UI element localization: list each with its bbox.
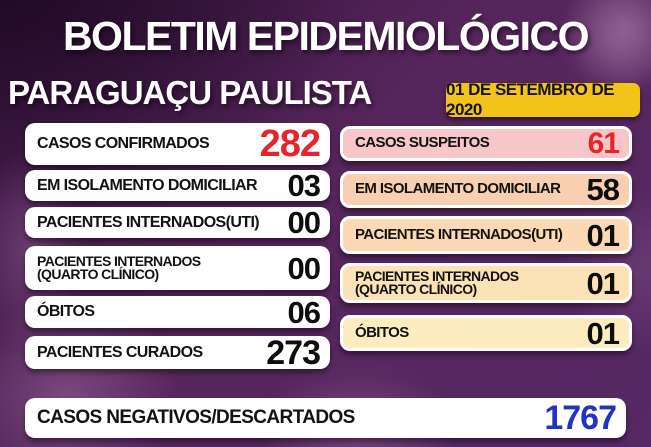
date-badge: 01 DE SETEMBRO DE 2020	[446, 80, 640, 119]
stat-row-isolamento-domiciliar-suspeitos: EM ISOLAMENTO DOMICILIAR 58	[340, 171, 632, 208]
stat-label: PACIENTES INTERNADOS (QUARTO CLÍNICO)	[37, 252, 201, 282]
stat-value: 1767	[544, 399, 617, 437]
stat-label: ÓBITOS	[37, 303, 95, 321]
stat-value: 03	[287, 168, 321, 203]
stat-label: PACIENTES INTERNADOS (QUARTO CLÍNICO)	[355, 267, 519, 297]
stat-label: EM ISOLAMENTO DOMICILIAR	[355, 180, 561, 198]
stat-label: EM ISOLAMENTO DOMICILIAR	[37, 176, 258, 194]
stat-row-internados-uti-confirmados: PACIENTES INTERNADOS(UTI) 00	[25, 207, 330, 238]
stat-row-internados-uti-suspeitos: PACIENTES INTERNADOS(UTI) 01	[340, 216, 632, 254]
stat-value: 00	[287, 250, 321, 286]
stat-row-casos-confirmados: CASOS CONFIRMADOS 282	[25, 123, 330, 165]
stat-row-pacientes-curados: PACIENTES CURADOS 273	[25, 333, 330, 372]
stat-row-casos-negativos-descartados: CASOS NEGATIVOS/DESCARTADOS 1767	[25, 398, 626, 438]
stat-label: PACIENTES INTERNADOS(UTI)	[37, 213, 260, 231]
stat-value: 273	[266, 333, 321, 372]
stat-label: CASOS CONFIRMADOS	[37, 135, 210, 153]
stat-value: 282	[259, 123, 321, 165]
stat-value: 06	[287, 294, 321, 330]
stat-row-casos-suspeitos: CASOS SUSPEITOS 61	[340, 126, 632, 161]
stat-label: CASOS NEGATIVOS/DESCARTADOS	[37, 406, 355, 428]
stat-value: 61	[587, 126, 620, 160]
stat-label: PACIENTES CURADOS	[37, 343, 203, 361]
stat-label: ÓBITOS	[355, 323, 409, 341]
stat-row-internados-quarto-clinico-confirmados: PACIENTES INTERNADOS (QUARTO CLÍNICO) 00	[25, 246, 330, 290]
page-title: BOLETIM EPIDEMIOLÓGICO	[62, 13, 590, 59]
stat-value: 01	[586, 265, 620, 301]
stat-value: 58	[586, 172, 620, 207]
stat-row-internados-quarto-clinico-suspeitos: PACIENTES INTERNADOS (QUARTO CLÍNICO) 01	[340, 263, 632, 303]
stat-value: 01	[586, 217, 620, 253]
stat-row-obitos-confirmados: ÓBITOS 06	[25, 296, 330, 328]
city-subtitle: PARAGUAÇU PAULISTA	[8, 74, 372, 111]
stat-row-isolamento-domiciliar-confirmados: EM ISOLAMENTO DOMICILIAR 03	[25, 170, 330, 201]
stat-row-obitos-suspeitos: ÓBITOS 01	[340, 315, 632, 351]
stat-label: CASOS SUSPEITOS	[355, 134, 490, 152]
stat-value: 00	[287, 205, 321, 240]
stat-label: PACIENTES INTERNADOS(UTI)	[355, 225, 563, 243]
stat-value: 01	[586, 315, 620, 351]
